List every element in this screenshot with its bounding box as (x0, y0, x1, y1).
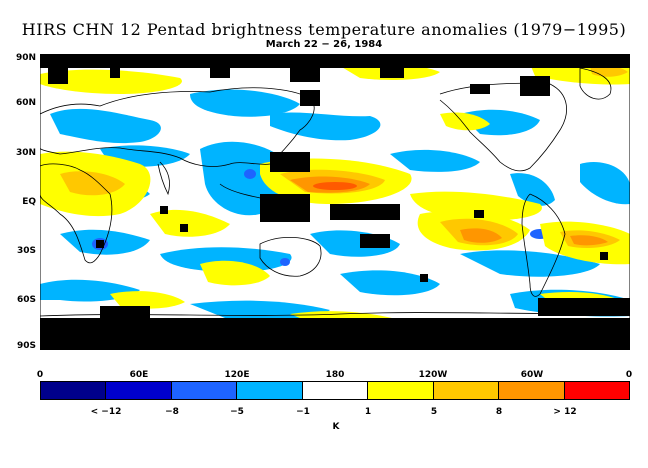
anomaly-map (39, 53, 631, 351)
lon-label-60e: 60E (129, 370, 149, 380)
colorbar-segment-3 (171, 382, 238, 399)
lon-label-180: 180 (325, 370, 345, 380)
map-title: HIRS CHN 12 Pentad brightness temperatur… (21, 20, 627, 39)
lat-label-eq: EQ (22, 197, 36, 207)
lat-label-90n: 90N (15, 53, 36, 63)
lat-label-30n: 30N (15, 148, 36, 158)
lon-label-120w: 120W (418, 370, 448, 380)
lat-label-60n: 60N (15, 98, 36, 108)
colorbar (40, 381, 630, 400)
colorbar-segment-1 (41, 382, 107, 399)
colorbar-segment-2 (106, 382, 172, 399)
lat-label-30s: 30S (16, 246, 36, 256)
coastlines (39, 67, 631, 317)
colorbar-label-5: 1 (364, 407, 372, 417)
colorbar-segment-4 (237, 382, 303, 399)
colorbar-label-1: < −12 (90, 407, 122, 417)
lat-label-60s: 60S (16, 295, 36, 305)
colorbar-label-7: 8 (495, 407, 503, 417)
colorbar-unit: K (332, 422, 340, 432)
lon-label-0-right: 0 (625, 370, 633, 380)
colorbar-label-2: −8 (165, 407, 179, 417)
colorbar-segment-6 (368, 382, 434, 399)
colorbar-segment-5 (302, 382, 369, 399)
colorbar-label-4: −1 (296, 407, 310, 417)
lon-label-0-left: 0 (36, 370, 44, 380)
lon-label-120e: 120E (224, 370, 250, 380)
colorbar-segment-7 (433, 382, 500, 399)
colorbar-segment-8 (499, 382, 565, 399)
colorbar-label-6: 5 (430, 407, 438, 417)
very-strong-positive-regions (313, 182, 357, 190)
lat-label-90s: 90S (16, 341, 36, 351)
lon-label-60w: 60W (520, 370, 544, 380)
colorbar-segment-9 (564, 382, 629, 399)
colorbar-label-3: −5 (230, 407, 244, 417)
map-subtitle: March 22 − 26, 1984 (265, 39, 383, 50)
colorbar-label-8: > 12 (553, 407, 577, 417)
